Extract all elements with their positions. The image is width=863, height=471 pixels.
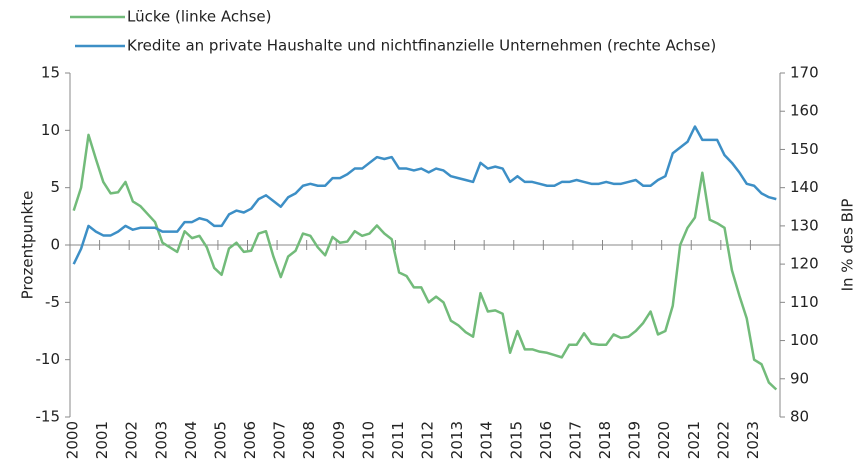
x-tick-label: 2001	[93, 421, 111, 459]
x-tick-label: 2018	[596, 421, 614, 459]
x-tick-label: 2004	[182, 421, 200, 459]
y2-tick-label: 90	[790, 369, 809, 387]
x-tick-label: 2015	[507, 421, 525, 459]
x-tick-label: 2009	[330, 421, 348, 459]
y-tick-label: 5	[50, 178, 60, 196]
series-line	[72, 125, 777, 265]
x-tick-label: 2023	[744, 421, 762, 459]
legend-label: Kredite an private Haushalte und nichtfi…	[127, 37, 716, 55]
x-tick-label: 2020	[655, 421, 673, 459]
x-tick-label: 2012	[419, 421, 437, 459]
x-tick-label: 2016	[537, 421, 555, 459]
y-axis-label: Prozentpunkte	[19, 191, 37, 300]
x-tick-label: 2007	[271, 421, 289, 459]
y-tick-label: -15	[36, 408, 61, 426]
y-tick-label: -5	[45, 293, 60, 311]
x-tick-label: 2010	[359, 421, 377, 459]
y2-tick-label: 150	[790, 140, 819, 158]
y2-tick-label: 100	[790, 331, 819, 349]
x-tick-label: 2006	[241, 421, 259, 459]
legend-label: Lücke (linke Achse)	[127, 8, 272, 26]
y-tick-label: 10	[41, 121, 60, 139]
x-tick-label: 2002	[123, 421, 141, 459]
x-tick-label: 2011	[389, 421, 407, 459]
y2-tick-label: 80	[790, 408, 809, 426]
y2-axis-label: In % des BIP	[839, 199, 857, 292]
y-tick-label: -10	[36, 350, 61, 368]
y-tick-label: 0	[50, 236, 60, 254]
series-line	[72, 133, 778, 391]
x-tick-label: 2013	[448, 421, 466, 459]
y2-tick-label: 120	[790, 255, 819, 273]
y2-tick-label: 140	[790, 178, 819, 196]
x-tick-label: 2005	[211, 421, 229, 459]
x-tick-label: 2003	[152, 421, 170, 459]
x-tick-label: 2008	[300, 421, 318, 459]
x-tick-label: 2019	[626, 421, 644, 459]
y-tick-label: 15	[41, 64, 60, 82]
x-tick-label: 2022	[714, 421, 732, 459]
y2-tick-label: 110	[790, 293, 819, 311]
x-tick-label: 2021	[685, 421, 703, 459]
x-tick-label: 2017	[566, 421, 584, 459]
x-tick-label: 2000	[64, 421, 82, 459]
y2-tick-label: 170	[790, 64, 819, 82]
y2-tick-label: 160	[790, 102, 819, 120]
x-tick-label: 2014	[478, 421, 496, 459]
y2-tick-label: 130	[790, 216, 819, 234]
